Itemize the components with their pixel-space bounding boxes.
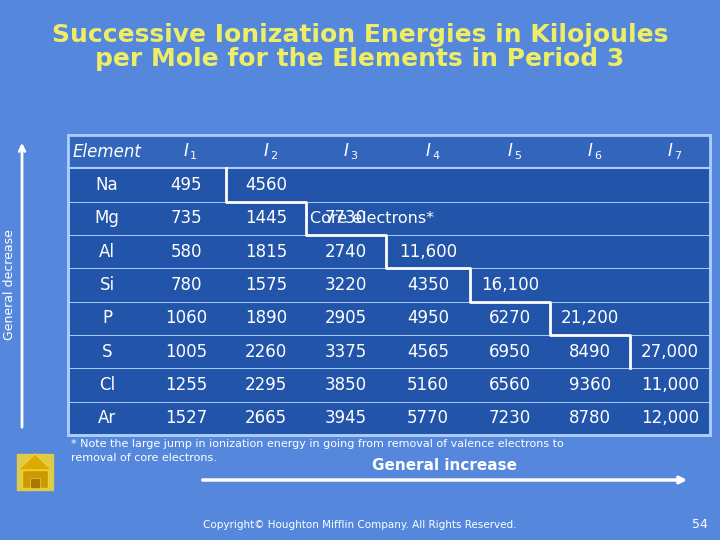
Text: 3220: 3220 — [325, 276, 367, 294]
Text: Element: Element — [73, 143, 142, 161]
Text: Copyright© Houghton Mifflin Company. All Rights Reserved.: Copyright© Houghton Mifflin Company. All… — [203, 520, 517, 530]
Text: 735: 735 — [170, 210, 202, 227]
Text: General decrease: General decrease — [4, 230, 17, 340]
Text: per Mole for the Elements in Period 3: per Mole for the Elements in Period 3 — [95, 47, 625, 71]
Text: P: P — [102, 309, 112, 327]
Text: 1060: 1060 — [165, 309, 207, 327]
Text: 5770: 5770 — [407, 409, 449, 427]
Text: 5: 5 — [514, 151, 521, 161]
Text: 780: 780 — [170, 276, 202, 294]
Text: I: I — [426, 141, 431, 160]
Text: 8780: 8780 — [569, 409, 611, 427]
Bar — [68, 135, 710, 168]
Text: 9360: 9360 — [569, 376, 611, 394]
Polygon shape — [18, 454, 52, 470]
Text: Na: Na — [96, 176, 118, 194]
Text: 7230: 7230 — [489, 409, 531, 427]
Text: I: I — [264, 141, 269, 160]
Text: 2260: 2260 — [245, 343, 287, 361]
Bar — [17, 454, 53, 490]
Text: 4350: 4350 — [407, 276, 449, 294]
Text: I: I — [184, 141, 189, 160]
Text: 4565: 4565 — [407, 343, 449, 361]
Text: 6: 6 — [594, 151, 601, 161]
Text: * Note the large jump in ionization energy in going from removal of valence elec: * Note the large jump in ionization ener… — [71, 439, 564, 449]
Text: 1527: 1527 — [165, 409, 207, 427]
Text: 4: 4 — [432, 151, 439, 161]
Text: 3: 3 — [350, 151, 357, 161]
Text: I: I — [508, 141, 513, 160]
Text: 2: 2 — [270, 151, 277, 161]
Text: 3945: 3945 — [325, 409, 367, 427]
Text: Cl: Cl — [99, 376, 115, 394]
Text: 6270: 6270 — [489, 309, 531, 327]
Text: Si: Si — [99, 276, 114, 294]
Text: Ar: Ar — [98, 409, 116, 427]
Bar — [30, 478, 40, 488]
Text: S: S — [102, 343, 112, 361]
Text: 11,600: 11,600 — [399, 242, 457, 261]
Text: I: I — [343, 141, 348, 160]
Text: 8490: 8490 — [569, 343, 611, 361]
Text: 1: 1 — [190, 151, 197, 161]
Text: 5160: 5160 — [407, 376, 449, 394]
Text: 6560: 6560 — [489, 376, 531, 394]
Text: 7730: 7730 — [325, 210, 367, 227]
Text: removal of core electrons.: removal of core electrons. — [71, 453, 217, 463]
Text: 54: 54 — [692, 518, 708, 531]
Text: 27,000: 27,000 — [641, 343, 699, 361]
Text: 1575: 1575 — [245, 276, 287, 294]
Text: Al: Al — [99, 242, 115, 261]
Bar — [22, 470, 48, 488]
Text: 2665: 2665 — [245, 409, 287, 427]
Text: 3850: 3850 — [325, 376, 367, 394]
Text: 1005: 1005 — [165, 343, 207, 361]
Bar — [68, 135, 710, 435]
Text: Core electrons*: Core electrons* — [310, 211, 434, 226]
Text: I: I — [588, 141, 593, 160]
Text: 580: 580 — [170, 242, 202, 261]
Text: 4560: 4560 — [245, 176, 287, 194]
Text: 16,100: 16,100 — [481, 276, 539, 294]
Text: 7: 7 — [674, 151, 681, 161]
Text: 6950: 6950 — [489, 343, 531, 361]
Text: 1815: 1815 — [245, 242, 287, 261]
Text: 1445: 1445 — [245, 210, 287, 227]
Text: 2905: 2905 — [325, 309, 367, 327]
Text: 12,000: 12,000 — [641, 409, 699, 427]
Text: 2295: 2295 — [245, 376, 287, 394]
Text: I: I — [667, 141, 672, 160]
Text: Successive Ionization Energies in Kilojoules: Successive Ionization Energies in Kilojo… — [52, 23, 668, 47]
Text: 3375: 3375 — [325, 343, 367, 361]
Text: 1255: 1255 — [165, 376, 207, 394]
Text: 495: 495 — [170, 176, 202, 194]
Text: Mg: Mg — [94, 210, 120, 227]
Text: 21,200: 21,200 — [561, 309, 619, 327]
Text: 4950: 4950 — [407, 309, 449, 327]
Text: General increase: General increase — [372, 458, 518, 474]
Text: 2740: 2740 — [325, 242, 367, 261]
Text: 11,000: 11,000 — [641, 376, 699, 394]
Text: 1890: 1890 — [245, 309, 287, 327]
